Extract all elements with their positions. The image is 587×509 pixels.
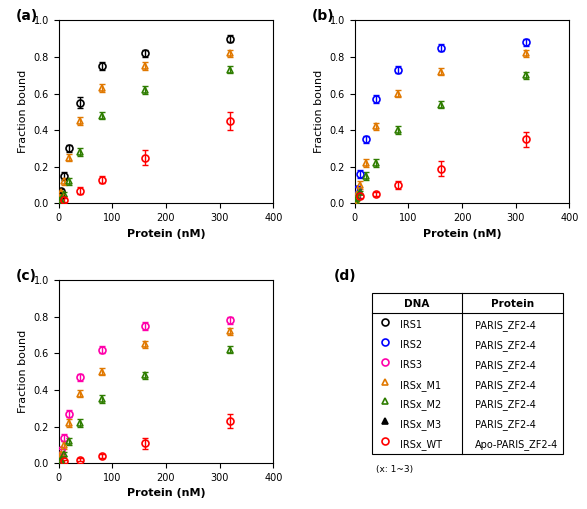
- Text: IRS2: IRS2: [400, 340, 422, 350]
- Text: (c): (c): [16, 269, 37, 283]
- Y-axis label: Fraction bound: Fraction bound: [314, 70, 324, 154]
- X-axis label: Protein (nM): Protein (nM): [127, 489, 205, 498]
- Text: (a): (a): [16, 9, 38, 23]
- Text: IRSx_M2: IRSx_M2: [400, 400, 441, 410]
- X-axis label: Protein (nM): Protein (nM): [127, 229, 205, 239]
- Text: IRSx_M3: IRSx_M3: [400, 419, 441, 430]
- Text: IRS3: IRS3: [400, 360, 422, 370]
- Text: DNA: DNA: [404, 298, 430, 308]
- Text: PARIS_ZF2-4: PARIS_ZF2-4: [475, 360, 536, 371]
- Text: IRSx_WT: IRSx_WT: [400, 439, 442, 450]
- Text: PARIS_ZF2-4: PARIS_ZF2-4: [475, 419, 536, 430]
- Text: (b): (b): [312, 9, 335, 23]
- Text: PARIS_ZF2-4: PARIS_ZF2-4: [475, 380, 536, 390]
- FancyBboxPatch shape: [372, 293, 563, 454]
- Y-axis label: Fraction bound: Fraction bound: [18, 330, 28, 413]
- Text: (x: 1~3): (x: 1~3): [376, 465, 413, 474]
- Text: Apo-PARIS_ZF2-4: Apo-PARIS_ZF2-4: [475, 439, 558, 450]
- Text: (d): (d): [333, 269, 356, 283]
- Text: Protein: Protein: [491, 298, 534, 308]
- Text: PARIS_ZF2-4: PARIS_ZF2-4: [475, 400, 536, 410]
- Text: IRSx_M1: IRSx_M1: [400, 380, 441, 390]
- X-axis label: Protein (nM): Protein (nM): [423, 229, 501, 239]
- Text: PARIS_ZF2-4: PARIS_ZF2-4: [475, 340, 536, 351]
- Text: PARIS_ZF2-4: PARIS_ZF2-4: [475, 321, 536, 331]
- Text: IRS1: IRS1: [400, 321, 422, 330]
- Y-axis label: Fraction bound: Fraction bound: [18, 70, 28, 154]
